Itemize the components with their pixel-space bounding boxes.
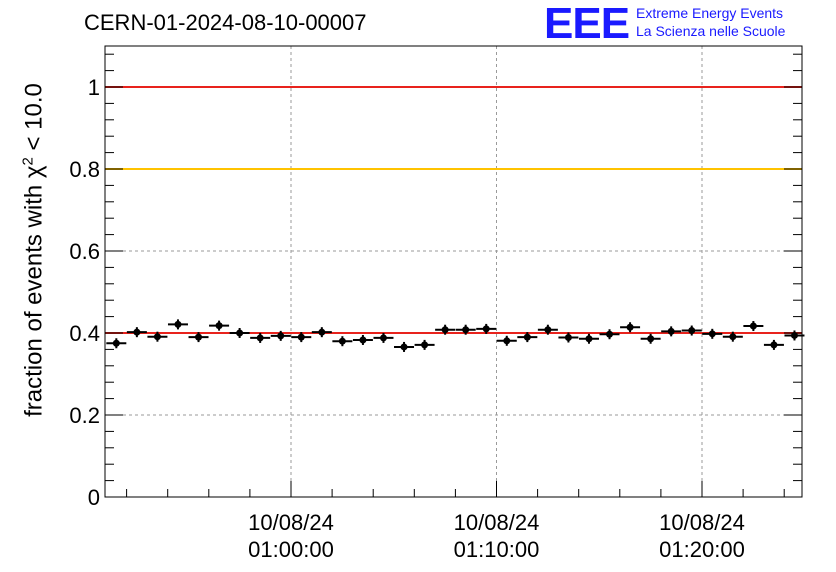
data-point [359, 336, 367, 344]
x-tick-label-date: 10/08/24 [248, 510, 334, 535]
data-point [647, 335, 655, 343]
data-point [482, 325, 490, 333]
y-tick-label: 0.6 [69, 239, 100, 264]
y-tick-label: 0.4 [69, 321, 100, 346]
data-point [708, 330, 716, 338]
y-tick-label: 0.2 [69, 403, 100, 428]
data-point [585, 335, 593, 343]
data-point [379, 334, 387, 342]
y-tick-label: 0.8 [69, 157, 100, 182]
data-point [770, 341, 778, 349]
data-point [153, 333, 161, 341]
data-point [236, 329, 244, 337]
data-point [318, 328, 326, 336]
logo-line-2: La Scienza nelle Scuole [636, 23, 786, 39]
data-point [400, 343, 408, 351]
logo-text: Extreme Energy Events La Scienza nelle S… [636, 4, 785, 40]
data-point [195, 333, 203, 341]
data-point [626, 323, 634, 331]
data-point [174, 320, 182, 328]
data-point [462, 326, 470, 334]
data-point [441, 326, 449, 334]
data-point [297, 333, 305, 341]
data-point [688, 327, 696, 335]
data-point [749, 322, 757, 330]
data-point [564, 334, 572, 342]
data-point [606, 330, 614, 338]
logo-line-1: Extreme Energy Events [636, 5, 784, 21]
data-point [790, 331, 798, 339]
x-tick-label-date: 10/08/24 [659, 510, 745, 535]
data-point [667, 327, 675, 335]
data-point [133, 328, 141, 336]
data-point [256, 334, 264, 342]
x-tick-label-time: 01:00:00 [248, 537, 334, 562]
data-point [544, 326, 552, 334]
chart-title: CERN-01-2024-08-10-00007 [84, 10, 367, 35]
eee-logo: EEE [544, 0, 630, 48]
x-tick-label-time: 01:20:00 [659, 537, 745, 562]
y-tick-label: 0 [88, 485, 100, 510]
data-point [421, 341, 429, 349]
data-point [112, 339, 120, 347]
data-point [215, 322, 223, 330]
data-point [338, 337, 346, 345]
data-point [523, 333, 531, 341]
data-point [729, 333, 737, 341]
x-tick-label-date: 10/08/24 [454, 510, 540, 535]
y-tick-label: 1 [88, 75, 100, 100]
data-point [503, 337, 511, 345]
x-tick-label-time: 01:10:00 [454, 537, 540, 562]
plot-frame [104, 45, 803, 498]
data-point [277, 332, 285, 340]
